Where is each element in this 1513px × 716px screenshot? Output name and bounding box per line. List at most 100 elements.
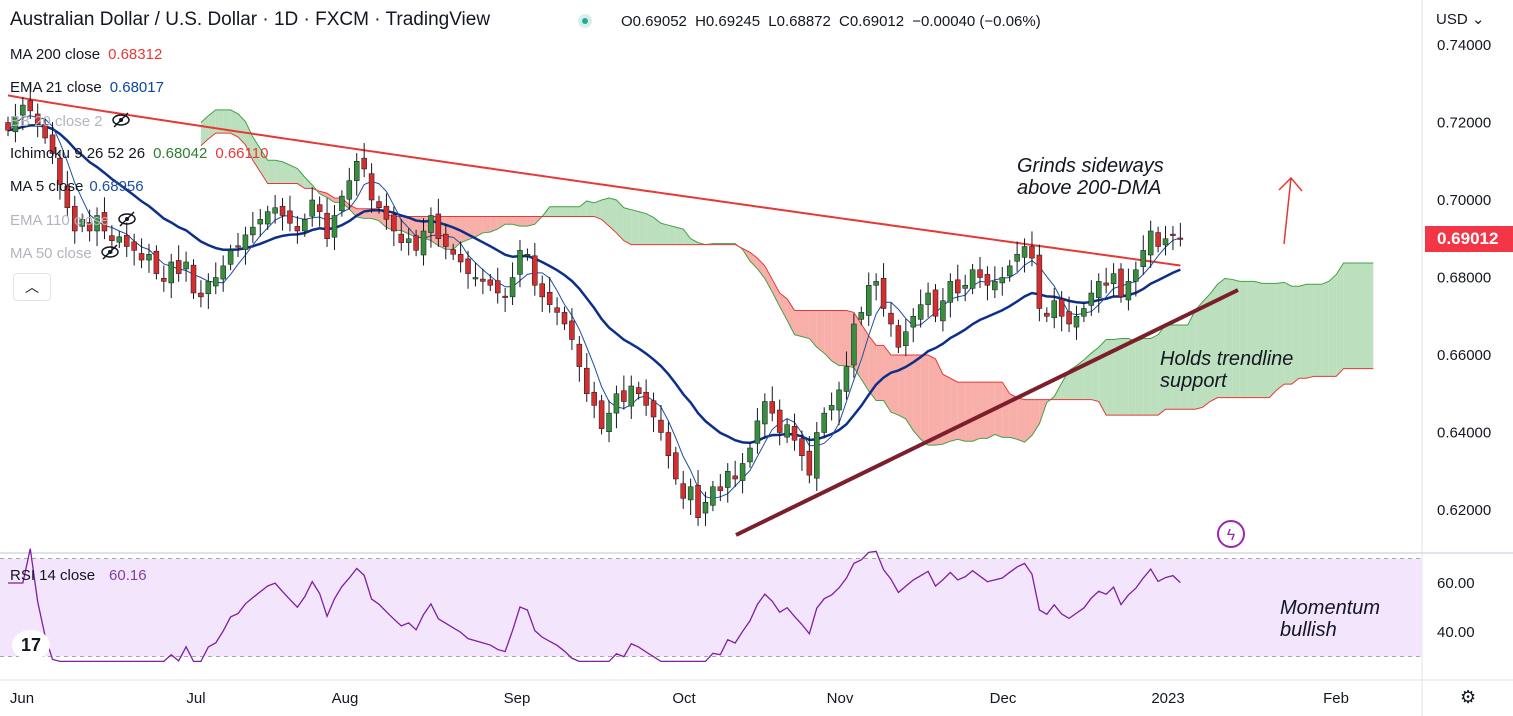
candle-body [494, 280, 501, 294]
ichimoku-cloud-segment [215, 109, 224, 134]
candle-body [309, 199, 315, 217]
ichimoku-cloud-segment [957, 382, 966, 442]
legend-ma50[interactable]: MA 50 close [10, 244, 120, 264]
ichimoku-cloud-segment [1247, 281, 1255, 398]
eye-hidden-icon[interactable] [117, 211, 137, 231]
candle-body [762, 401, 768, 425]
candle-body [680, 483, 686, 499]
candle-body [576, 343, 583, 367]
ichimoku-cloud-segment [653, 217, 661, 245]
tradingview-logo-icon[interactable]: 17 [12, 630, 50, 660]
candle-body [168, 261, 174, 284]
ichimoku-cloud-segment [1195, 301, 1203, 410]
ichimoku-cloud-segment [1106, 339, 1114, 416]
gear-icon[interactable]: ⚙ [1460, 687, 1477, 707]
legend-ma200[interactable]: MA 200 close 0.68312 [10, 46, 162, 63]
candle-body [205, 281, 212, 295]
legend-label: EMA 21 close [10, 79, 102, 96]
ichimoku-cloud-segment [994, 382, 1003, 438]
ichimoku-cloud-segment [549, 206, 558, 217]
candle-body [606, 412, 612, 432]
legend-value: 0.68042 [153, 145, 208, 162]
candle-body [1103, 282, 1109, 286]
legend-ma5[interactable]: MA 5 close 0.68956 [10, 178, 144, 195]
candle-body [880, 278, 887, 309]
legend-ichimoku[interactable]: Ichimoku 9 26 52 26 0.68042 0.66110 [10, 145, 268, 162]
ichimoku-cloud-segment [1299, 284, 1307, 379]
ichimoku-cloud-segment [1061, 370, 1070, 400]
candle-body [791, 426, 798, 441]
candle-body [472, 277, 479, 280]
legend-ema110[interactable]: EMA 110 close [10, 211, 137, 231]
annotation-line: Momentum [1280, 597, 1381, 619]
candle-body [739, 463, 746, 481]
candle-body [502, 295, 508, 298]
ichimoku-cloud-segment [490, 216, 498, 232]
ichimoku-cloud-segment [1239, 281, 1248, 398]
ichimoku-cloud-segment [965, 382, 973, 442]
candle-body [227, 250, 234, 265]
candle-body [539, 283, 545, 298]
eye-hidden-icon[interactable] [100, 244, 120, 264]
ichimoku-cloud-segment [238, 113, 246, 145]
candle-body [331, 215, 338, 238]
lightning-icon[interactable]: ϟ [1217, 520, 1245, 548]
ichimoku-cloud-segment [898, 355, 906, 419]
candle-body [420, 230, 427, 256]
legend-label: MA 5 close [10, 178, 84, 195]
candle-body [34, 113, 41, 125]
candle-body [79, 219, 85, 227]
ichimoku-cloud-segment [616, 200, 624, 241]
candle-body [917, 304, 924, 320]
ichimoku-cloud-segment [772, 279, 780, 307]
legend-ema21[interactable]: EMA 21 close 0.68017 [10, 79, 164, 96]
ichimoku-cloud-segment [1002, 382, 1010, 438]
candle-body [702, 502, 709, 514]
ichimoku-cloud-segment [557, 206, 565, 217]
legend-value: 0.68956 [89, 178, 144, 195]
ichimoku-cloud-segment [297, 168, 305, 189]
open-value: O0.69052 [621, 13, 687, 30]
price-tick-label: 0.72000 [1437, 115, 1491, 132]
candle-body [962, 285, 968, 289]
ichimoku-cloud-segment [942, 374, 951, 445]
candle-body [799, 438, 805, 457]
legend-label: RSI 14 close [10, 567, 96, 584]
ichimoku-cloud-segment [1121, 338, 1129, 416]
candle-body [724, 471, 731, 488]
arrow-up-icon [1283, 177, 1292, 245]
eye-hidden-icon[interactable] [111, 112, 131, 132]
legend-rsi[interactable]: RSI 14 close 60.16 [10, 567, 147, 584]
ichimoku-cloud-segment [660, 223, 669, 245]
candle-body [673, 452, 679, 480]
currency-selector[interactable]: USD ⌄ [1436, 11, 1485, 28]
legend-bb[interactable]: BB 20 close 2 [10, 112, 131, 132]
candle-body [287, 210, 293, 224]
ichimoku-cloud-segment [1135, 338, 1144, 416]
candle-body [940, 300, 946, 322]
ichimoku-cloud-segment [646, 213, 654, 245]
ichimoku-cloud-segment [327, 193, 335, 203]
candle-body [814, 432, 820, 479]
candle-body [947, 281, 954, 303]
ichimoku-cloud-segment [928, 355, 936, 446]
ichimoku-cloud-segment [527, 216, 535, 227]
ichimoku-cloud-segment [460, 216, 469, 243]
candle-body [123, 235, 130, 247]
ichimoku-cloud-segment [1261, 283, 1270, 398]
candle-body [903, 331, 909, 346]
legend-label: MA 200 close [10, 46, 101, 63]
candle-body [635, 387, 642, 394]
candle-body [687, 486, 694, 501]
symbol-title[interactable]: Australian Dollar / U.S. Dollar · 1D · F… [10, 9, 491, 30]
candle-body [391, 214, 397, 232]
collapse-legend-button[interactable]: ︿ [13, 273, 51, 301]
ichimoku-cloud-segment [972, 382, 981, 442]
candle-body [235, 245, 241, 248]
candle-body [5, 122, 11, 131]
ichimoku-cloud-segment [623, 207, 632, 245]
candle-body [413, 235, 419, 251]
candle-body [257, 219, 264, 225]
candle-body [873, 281, 879, 286]
